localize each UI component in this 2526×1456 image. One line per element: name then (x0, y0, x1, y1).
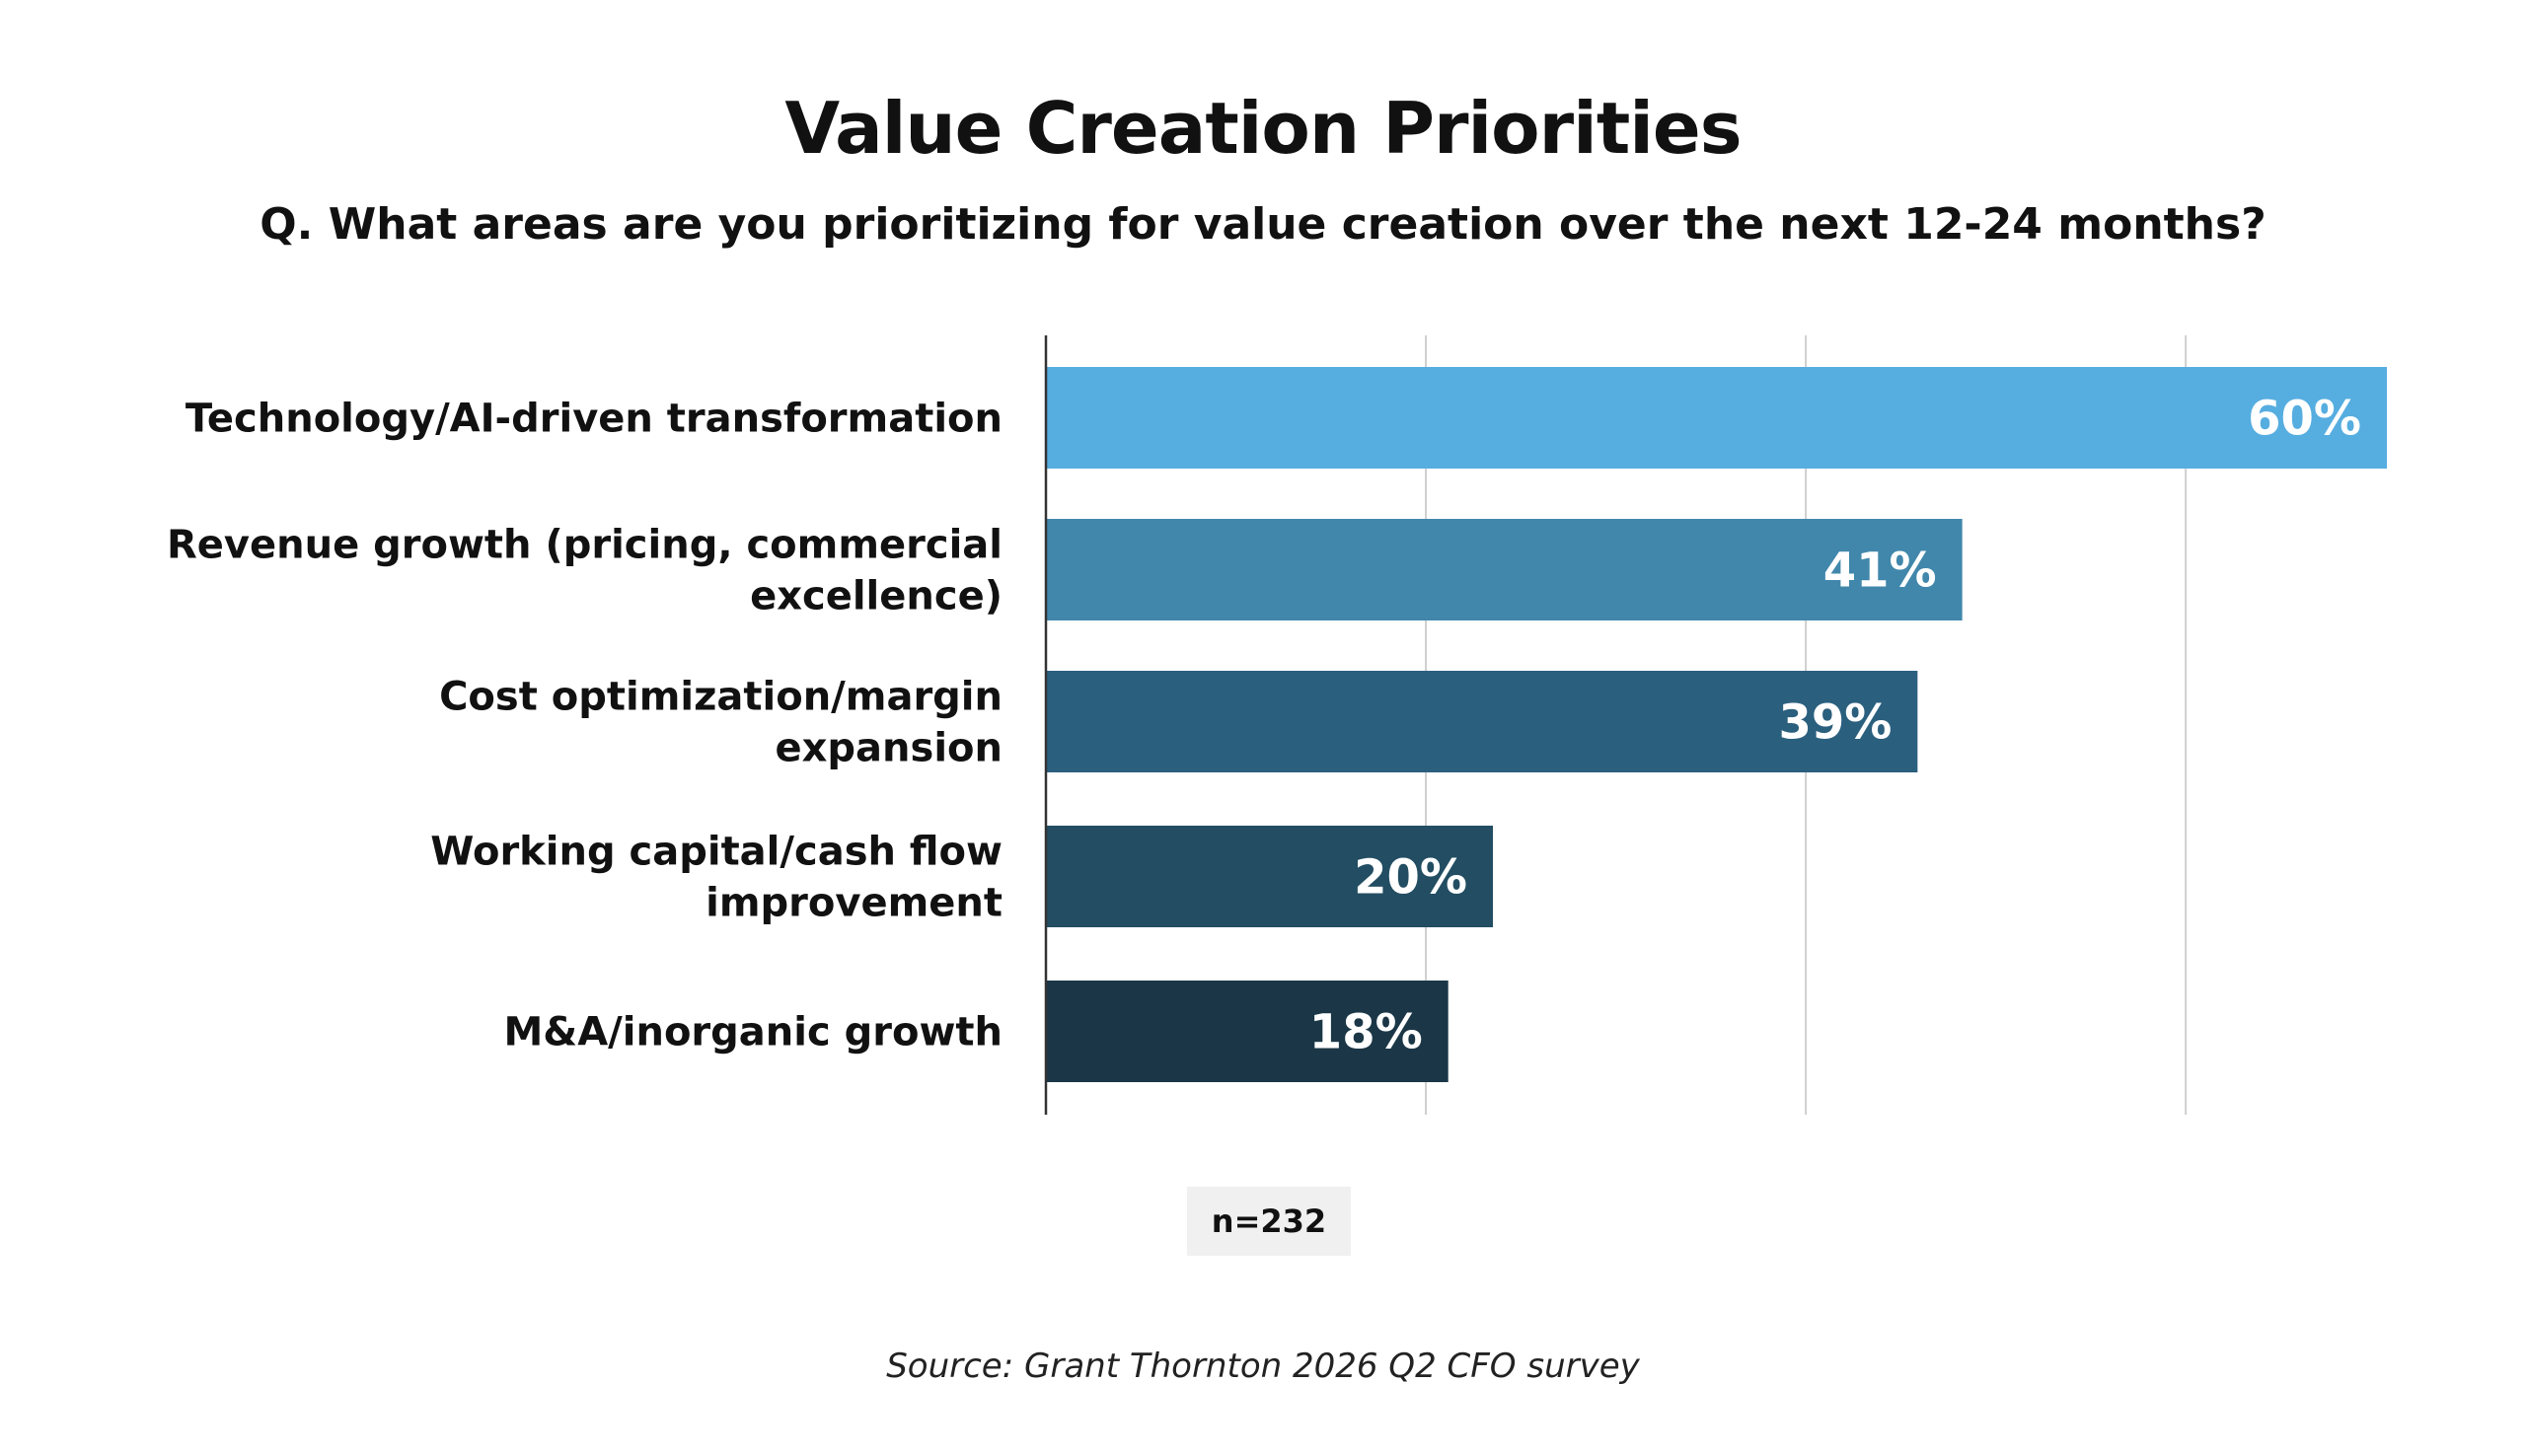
category-label: Cost optimization/margin expansion (439, 675, 1003, 771)
category-label: Technology/AI-driven transformation (186, 397, 1003, 442)
bar-value-label: 20% (1354, 850, 1467, 906)
source-note: Source: Grant Thornton 2026 Q2 CFO surve… (886, 1347, 1640, 1386)
category-label: Revenue growth (pricing, commercial excel… (167, 523, 1003, 619)
bar-value-label: 18% (1309, 1005, 1423, 1060)
sample-size-badge: n=232 (1187, 1187, 1351, 1256)
category-label: M&A/inorganic growth (504, 1010, 1003, 1056)
bar (1046, 671, 1918, 772)
bar-value-label: 60% (2248, 392, 2361, 447)
chart-title: Value Creation Priorities (784, 87, 1742, 170)
bar-value-label: 39% (1778, 695, 1892, 751)
bar (1046, 826, 1493, 927)
chart-subtitle: Q. What areas are you prioritizing for v… (260, 199, 2266, 250)
bar (1046, 981, 1449, 1082)
bar (1046, 367, 2387, 469)
category-label: Working capital/cash flow improvement (430, 830, 1003, 926)
bar-value-label: 41% (1823, 544, 1937, 599)
bar (1046, 519, 1963, 620)
